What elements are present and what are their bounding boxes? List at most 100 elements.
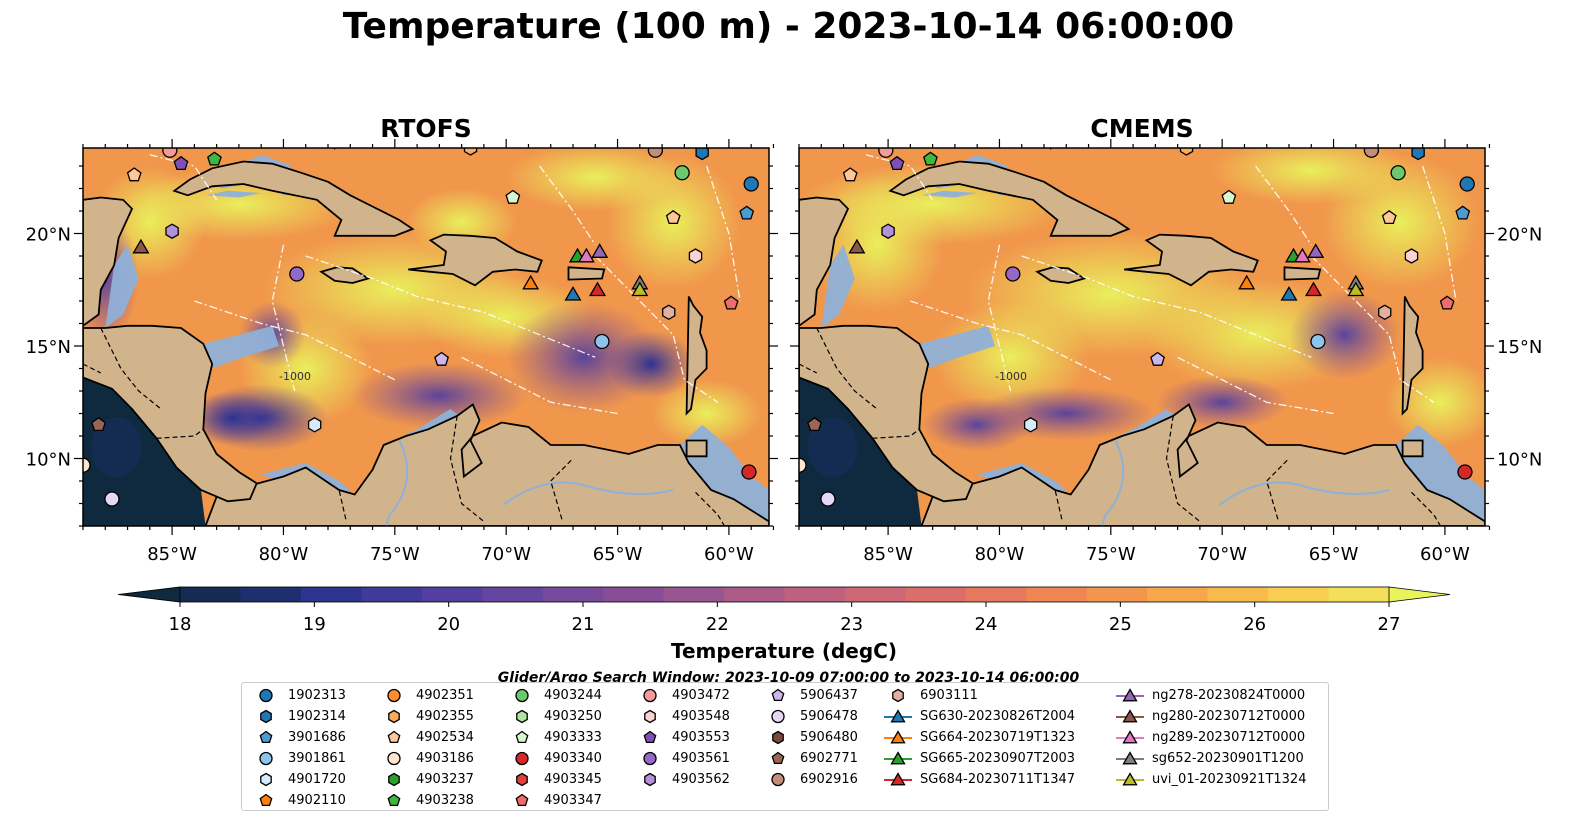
legend-label: 4903333: [544, 730, 602, 745]
panel-title-rtofs: RTOFS: [380, 114, 472, 143]
map-marker-4903347: [1439, 295, 1455, 310]
legend-label: 6902916: [800, 772, 858, 787]
legend-label: 4903250: [544, 709, 602, 724]
land-bahamas1: [333, 148, 336, 151]
map-marker-4903333: [505, 189, 521, 204]
legend-entry: sg652-20230901T1200: [1114, 748, 1306, 769]
legend-marker-icon: [1116, 730, 1144, 744]
colorbar-segment: [421, 587, 483, 602]
lat-tick-label: 15°N: [1497, 337, 1542, 358]
colorbar-segment: [724, 587, 785, 602]
lat-tick-label: 15°N: [26, 337, 71, 358]
map-marker-ng289-20230712T0000: [577, 247, 595, 263]
map-marker-4903561: [289, 266, 305, 282]
legend-marker-icon: [884, 709, 912, 723]
land-southAmerica: [920, 403, 1485, 526]
land-yucatan: [83, 196, 134, 327]
map-marker-SG630-20230826T2004: [1280, 286, 1298, 301]
lat-tick-label: 20°N: [26, 225, 71, 246]
lon-tick-label: 80°W: [259, 544, 309, 565]
legend-entry: uvi_01-20230921T1324: [1114, 769, 1306, 790]
legend-label: ng278-20230824T0000: [1152, 688, 1306, 703]
map-marker-uvi_01-20230921T1324: [631, 281, 649, 297]
legend-marker-icon: [884, 730, 912, 744]
legend-marker-icon: [259, 688, 273, 703]
legend-column: 5906437 5906478 5906480 6902771 6902916: [762, 685, 858, 790]
legend-entry: 4903562: [634, 769, 730, 790]
legend-marker-icon: [515, 730, 529, 744]
pacific-ocean: [83, 377, 206, 526]
legend-label: 5906480: [800, 730, 858, 745]
legend-marker-icon: [643, 730, 657, 744]
map-marker-5906437: [434, 351, 449, 366]
legend-label: 4901720: [288, 772, 346, 787]
legend-marker-icon: [260, 709, 272, 724]
map-marker-1902313: [743, 176, 759, 192]
map-marker-4902534: [126, 167, 142, 182]
land-hispaniola: [408, 233, 543, 287]
map-marker-SG630-20230826T2004: [564, 286, 582, 301]
colorbar-segment: [1147, 587, 1209, 602]
map-marker-3901686: [1455, 205, 1471, 220]
legend-marker-icon: [644, 709, 656, 724]
legend-marker-icon: [388, 772, 400, 787]
land-trinidad: [1401, 439, 1424, 458]
map-marker-ng278-20230824T0000: [1307, 243, 1325, 258]
colorbar-segment: [361, 587, 423, 602]
map-marker-5906478: [820, 491, 836, 507]
map-marker-4903562: [165, 223, 179, 239]
map-marker-1902314: [695, 148, 709, 161]
map-marker-5906478: [104, 491, 120, 507]
legend-label: 5906437: [800, 688, 858, 703]
land-centralAmerica: [83, 324, 258, 503]
map-marker-4902355: [1179, 148, 1194, 156]
lon-tick-label: 60°W: [1420, 544, 1470, 565]
map-marker-4902534: [1381, 209, 1397, 225]
lat-tick-label: 10°N: [26, 450, 71, 471]
colorbar-segment: [1268, 587, 1330, 602]
legend-entry: 5906478: [762, 706, 858, 727]
legend-entry: 3901861: [250, 748, 346, 769]
legend-entry: 4903244: [506, 685, 602, 706]
lat-tick-label: 10°N: [1497, 450, 1542, 471]
map-marker-4903548: [688, 248, 703, 264]
map-marker-4903244: [1390, 165, 1406, 181]
legend-marker-icon: [387, 730, 401, 744]
legend-entry: 4903186: [378, 748, 474, 769]
lon-tick-label: 75°W: [1086, 544, 1136, 565]
land-hispaniola: [1124, 233, 1259, 287]
colorbar-segment: [240, 587, 302, 602]
legend-entry: 4903345: [506, 769, 602, 790]
legend-marker-icon: [1116, 772, 1144, 786]
map-marker-SG684-20230711T1347: [1304, 281, 1323, 297]
colorbar-segment: [300, 587, 362, 602]
legend-entry: ng278-20230824T0000: [1114, 685, 1306, 706]
colorbar-tick-label: 21: [572, 614, 595, 635]
colorbar-tick-label: 26: [1243, 614, 1266, 635]
lon-tick-label: 85°W: [147, 544, 197, 565]
legend-column: 4903472 4903548 4903553 4903561 4903562: [634, 685, 730, 790]
legend-entry: 6902916: [762, 769, 858, 790]
lat-tick-label: 20°N: [1497, 225, 1542, 246]
map-marker-4903340: [741, 464, 757, 480]
colorbar-segment: [603, 587, 665, 602]
map-marker-4903333: [1221, 189, 1237, 204]
legend-label: 4903562: [672, 772, 730, 787]
map-marker-4901720: [307, 417, 322, 433]
lon-tick-label: 75°W: [370, 544, 420, 565]
colorbar-segment: [784, 587, 846, 602]
land-puertoRico: [567, 266, 606, 281]
lon-tick-label: 60°W: [704, 544, 754, 565]
legend-marker-icon: [892, 688, 904, 703]
map-marker-4903244: [674, 165, 690, 181]
legend-entry: 4903237: [378, 769, 474, 790]
legend-entry: SG684-20230711T1347: [882, 769, 1075, 790]
svg-text:-1000: -1000: [995, 370, 1027, 383]
legend-entry: 4902355: [378, 706, 474, 727]
svg-text:-1000: -1000: [279, 370, 311, 383]
legend-entry: ng289-20230712T0000: [1114, 727, 1306, 748]
legend-column: 4903244 4903250 4903333 4903340 4903345 49033…: [506, 685, 602, 811]
legend-entry: 4902110: [250, 790, 346, 811]
colorbar-segment: [905, 587, 967, 602]
legend-entry: 6903111: [882, 685, 1075, 706]
